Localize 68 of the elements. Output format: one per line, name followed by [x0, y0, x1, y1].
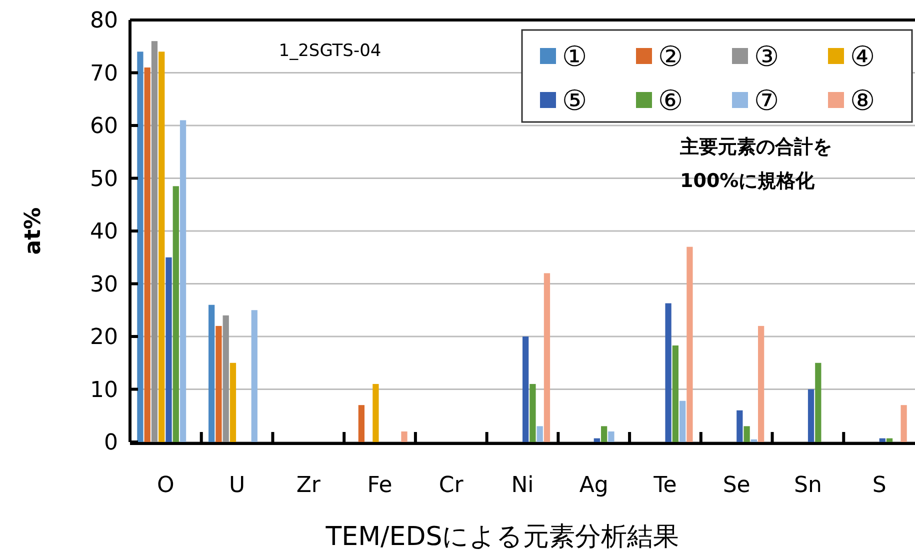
y-tick-label: 20: [90, 325, 118, 350]
x-tick-label: Se: [722, 473, 750, 498]
x-tick-label: Ni: [511, 473, 534, 498]
bar: [744, 426, 750, 442]
x-tick-label: O: [157, 473, 174, 498]
legend-label: ⑦: [754, 84, 780, 117]
bar: [536, 426, 543, 442]
bar: [900, 405, 907, 442]
x-tick-label: Fe: [367, 473, 392, 498]
bar: [665, 303, 672, 442]
legend-label: ①: [562, 40, 588, 73]
bar: [372, 384, 379, 442]
bar: [736, 410, 743, 442]
bar: [594, 438, 600, 442]
bar: [608, 431, 614, 442]
bar: [601, 426, 608, 442]
bar: [166, 257, 172, 442]
x-tick-label: Ag: [579, 473, 608, 498]
y-tick-label: 0: [104, 430, 118, 456]
x-tick-label: S: [872, 473, 886, 498]
bar: [251, 310, 258, 442]
bar: [137, 52, 144, 442]
y-tick-label: 40: [90, 220, 118, 245]
bar: [815, 362, 822, 442]
bar: [222, 315, 229, 442]
bar: [158, 52, 165, 442]
legend-label: ②: [658, 40, 684, 73]
x-tick-label: Te: [652, 473, 677, 498]
legend-label: ④: [850, 40, 876, 73]
legend-label: ⑤: [562, 84, 588, 117]
bar: [216, 326, 222, 442]
bar: [758, 326, 764, 442]
annotation: 100%に規格化: [680, 170, 816, 192]
bar: [544, 273, 550, 442]
legend-label: ⑧: [850, 84, 876, 117]
bar: [172, 186, 179, 442]
x-tick-label: Cr: [438, 473, 464, 498]
bar: [208, 304, 215, 442]
bar: [808, 389, 814, 442]
bar: [672, 345, 678, 442]
annotation: 1_2SGTS-04: [278, 41, 382, 61]
bar: [358, 405, 364, 442]
bar: [144, 67, 150, 442]
bar: [151, 41, 158, 442]
bar: [530, 384, 536, 442]
y-tick-label: 10: [90, 378, 118, 403]
y-tick-label: 50: [90, 166, 118, 192]
y-axis-title: at%: [21, 207, 46, 255]
bar: [180, 120, 186, 442]
y-tick-label: 60: [90, 114, 118, 140]
legend-label: ③: [754, 40, 780, 73]
bar: [680, 400, 686, 442]
bar: [750, 439, 757, 442]
bar: [401, 431, 408, 442]
annotation: 主要元素の合計を: [679, 136, 832, 158]
bar: [686, 246, 693, 442]
y-tick-label: 70: [90, 61, 118, 86]
legend-label: ⑥: [658, 84, 684, 117]
x-tick-label: Sn: [794, 473, 822, 498]
bar: [522, 336, 529, 442]
bar: [230, 362, 236, 442]
bar: [879, 438, 886, 442]
bar: [886, 438, 893, 442]
y-tick-label: 80: [90, 8, 118, 34]
y-tick-label: 30: [90, 272, 118, 298]
x-tick-label: Zr: [296, 473, 322, 498]
x-axis-title: TEM/EDSによる元素分析結果: [324, 522, 680, 552]
x-tick-label: U: [228, 473, 246, 498]
